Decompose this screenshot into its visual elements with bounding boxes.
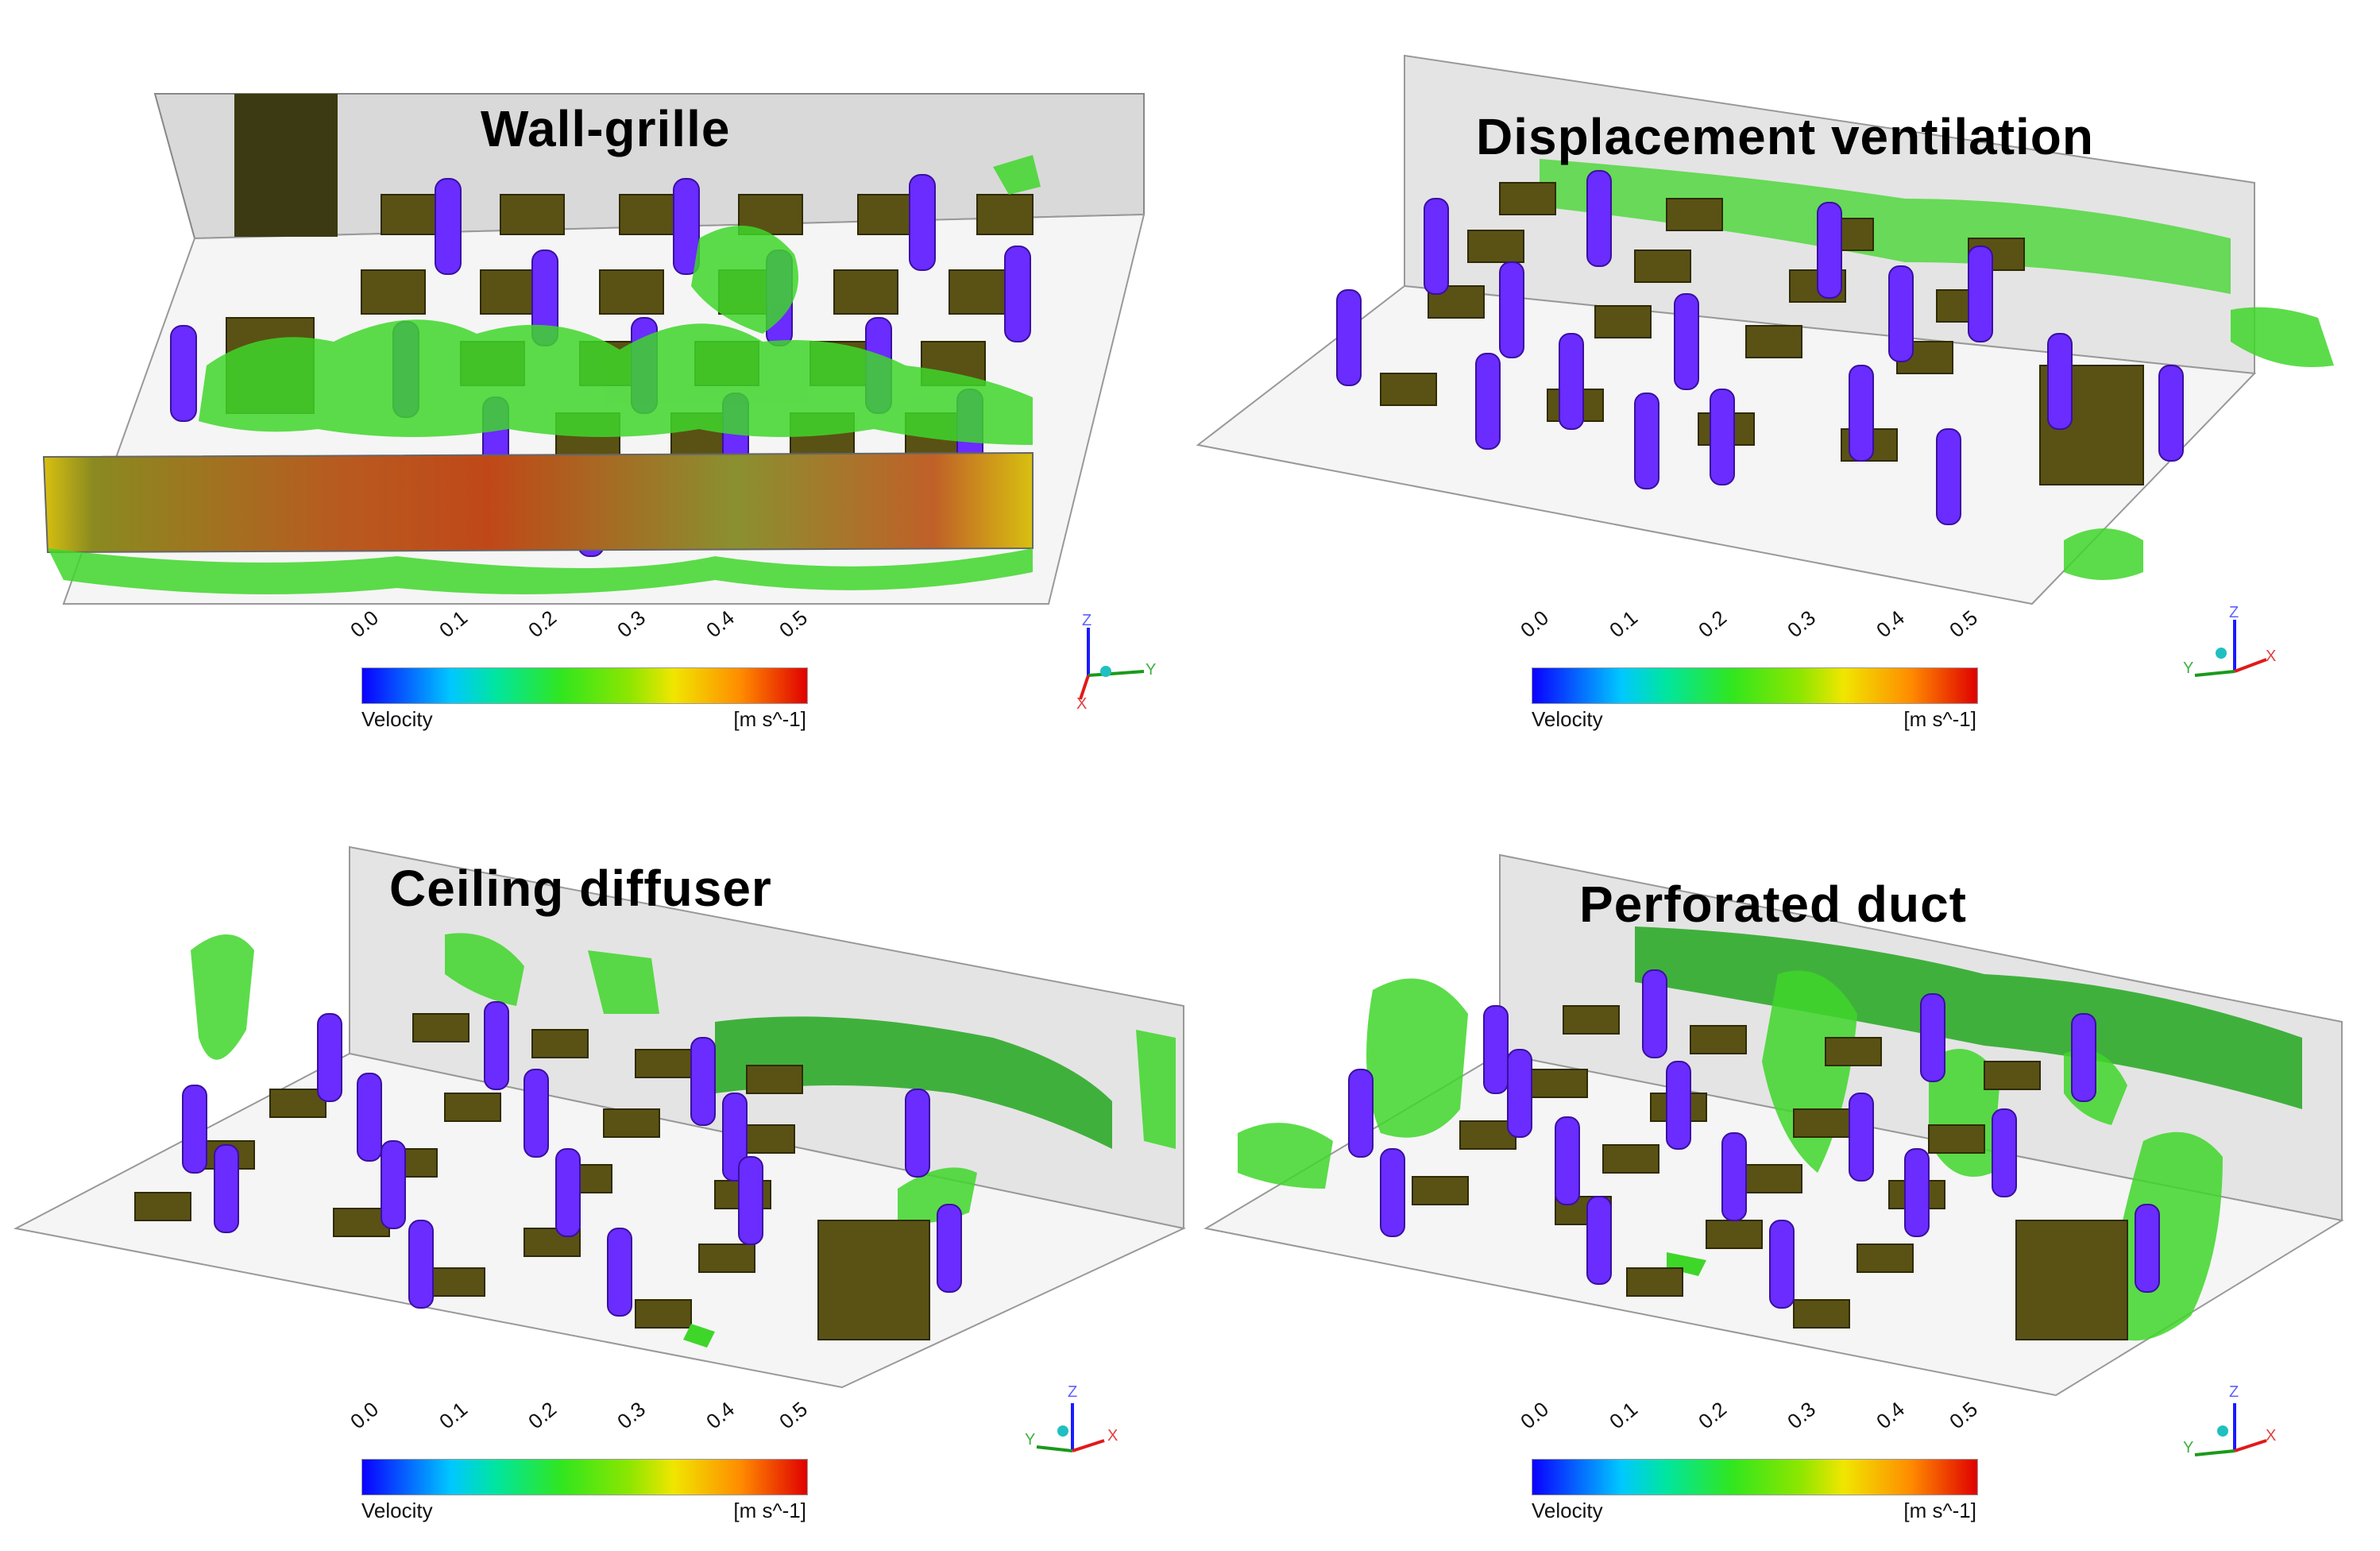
legend-tick: 0.4	[1872, 1397, 1910, 1434]
axis-z-label: Z	[2229, 1383, 2239, 1401]
axes-triad: Z Y X	[1064, 612, 1160, 713]
cylinders	[1336, 170, 2184, 525]
colorbar	[1532, 1459, 1978, 1495]
axes-icon	[1036, 1403, 1105, 1452]
legend-variable: Velocity	[361, 707, 433, 731]
axis-y-label: Y	[1025, 1431, 1036, 1449]
axis-z-label: Z	[1068, 1383, 1078, 1401]
legend-unit: [m s^-1]	[1903, 1499, 1976, 1522]
legend-tick: 0.2	[524, 1397, 562, 1434]
legend-tick: 0.4	[701, 1397, 740, 1434]
axes-triad: Z Y X	[1025, 1383, 1120, 1479]
panel-ceiling-diffuser: Ceiling diffuser 0.0 0.1 0.2 0.3 0.4 0.5…	[0, 776, 1190, 1551]
axes-icon	[1079, 628, 1145, 700]
scene-wall-grille	[42, 93, 1146, 605]
legend-tick: 0.2	[1694, 1397, 1732, 1434]
axis-z-label: Z	[2229, 604, 2239, 621]
scene-ceiling	[14, 845, 1187, 1389]
colorbar	[361, 1459, 808, 1495]
legend-tick: 0.3	[1783, 1397, 1821, 1434]
panel-wall-grille: Wall-grille 0.0 0.1 0.2 0.3 0.4 0.5 Velo…	[0, 0, 1190, 776]
colorbar	[361, 667, 808, 704]
legend-tick: 0.3	[612, 605, 651, 643]
legend-unit: [m s^-1]	[733, 1499, 806, 1522]
axis-x-label: X	[2266, 648, 2277, 665]
velocity-legend: 0.0 0.1 0.2 0.3 0.4 0.5 Velocity [m s^-1…	[346, 1397, 812, 1530]
colorbar	[1532, 667, 1978, 704]
axis-x-label: X	[1076, 695, 1088, 713]
axis-z-label: Z	[1082, 612, 1092, 629]
legend-unit: [m s^-1]	[733, 707, 806, 731]
panel-title: Perforated duct	[1579, 876, 1967, 933]
legend-tick: 0.3	[1783, 605, 1821, 643]
axis-x-label: X	[1107, 1427, 1119, 1445]
legend-tick: 0.4	[1872, 605, 1910, 643]
panel-title: Wall-grille	[481, 100, 731, 157]
axis-x-label: X	[2266, 1427, 2277, 1445]
legend-tick: 0.2	[524, 605, 562, 643]
panel-title: Ceiling diffuser	[389, 860, 772, 917]
axes-triad: Z Y X	[2183, 604, 2278, 699]
axis-y-label: Y	[1146, 661, 1157, 679]
legend-tick: 0.1	[435, 1397, 473, 1434]
scene-displacement	[1196, 54, 2334, 605]
legend-tick: 0.3	[612, 1397, 651, 1434]
legend-unit: [m s^-1]	[1903, 707, 1976, 731]
legend-tick: 0.1	[435, 605, 473, 643]
scene-perforated	[1204, 853, 2344, 1397]
desks	[1380, 182, 2025, 462]
axes-icon	[2194, 1403, 2267, 1456]
panel-displacement-ventilation: Displacement ventilation 0.0 0.1 0.2 0.3…	[1190, 0, 2380, 776]
axes-triad: Z Y X	[2183, 1383, 2278, 1479]
velocity-legend: 0.0 0.1 0.2 0.3 0.4 0.5 Velocity [m s^-1…	[1516, 1397, 1982, 1530]
legend-variable: Velocity	[361, 1499, 433, 1522]
legend-tick: 0.2	[1694, 605, 1732, 643]
cylinders	[1348, 969, 2160, 1309]
legend-variable: Velocity	[1532, 1499, 1603, 1522]
axis-y-label: Y	[2183, 1439, 2194, 1456]
panel-title: Displacement ventilation	[1476, 108, 2094, 165]
legend-tick: 0.1	[1605, 1397, 1643, 1434]
desks	[1412, 1005, 2041, 1329]
legend-tick: 0.1	[1605, 605, 1643, 643]
legend-variable: Velocity	[1532, 707, 1603, 731]
axes-icon	[2194, 620, 2267, 677]
velocity-legend: 0.0 0.1 0.2 0.3 0.4 0.5 Velocity [m s^-1…	[346, 605, 812, 739]
cylinders	[182, 1001, 962, 1317]
velocity-legend: 0.0 0.1 0.2 0.3 0.4 0.5 Velocity [m s^-1…	[1516, 605, 1982, 739]
iso-surface	[199, 155, 1041, 445]
panel-perforated-duct: Perforated duct 0.0 0.1 0.2 0.3 0.4 0.5 …	[1190, 776, 2380, 1551]
legend-tick: 0.4	[701, 605, 740, 643]
axis-y-label: Y	[2183, 659, 2194, 677]
